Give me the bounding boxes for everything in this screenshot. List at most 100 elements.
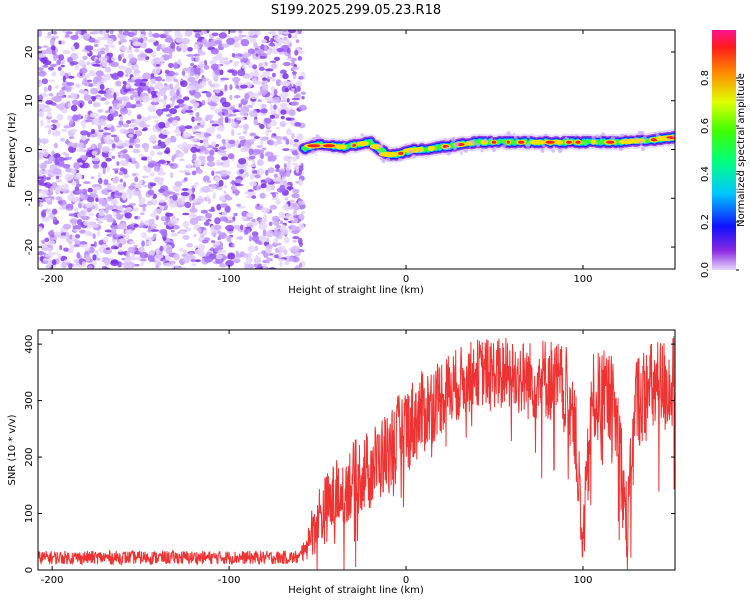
noise-speckle [230,106,236,111]
noise-speckle [152,97,159,103]
signal-speckle [513,132,516,135]
noise-speckle [51,63,58,67]
noise-speckle [177,144,185,149]
noise-speckle [272,196,277,201]
noise-speckle [182,132,191,139]
noise-speckle [134,263,140,267]
noise-speckle [296,133,304,141]
noise-speckle [110,61,120,68]
noise-speckle [118,222,127,230]
signal-speckle [633,137,638,141]
signal-speckle [354,136,357,138]
noise-speckle [261,250,266,255]
noise-speckle [50,185,54,193]
noise-speckle [210,63,219,71]
noise-speckle [105,157,112,162]
noise-speckle [269,60,277,63]
noise-speckle [98,197,106,205]
noise-speckle [231,243,235,248]
noise-speckle [44,237,50,243]
noise-speckle [161,130,170,135]
noise-speckle [187,47,193,52]
signal-hotspot-core [398,151,404,155]
noise-speckle [83,94,92,101]
noise-speckle [220,77,230,81]
noise-speckle [298,178,303,187]
noise-speckle [267,167,275,174]
noise-speckle [254,136,260,139]
noise-speckle [122,30,130,36]
noise-speckle [158,177,163,183]
noise-speckle [97,142,102,150]
noise-speckle [125,206,133,212]
noise-speckle [171,98,175,106]
noise-speckle [162,100,167,108]
noise-speckle [115,192,123,196]
noise-speckle [219,232,227,240]
noise-speckle [218,196,226,202]
noise-speckle [125,256,133,263]
noise-speckle [111,143,116,149]
noise-speckle [251,30,261,35]
signal-speckle [624,138,628,142]
noise-speckle [187,163,192,168]
noise-speckle [118,41,122,45]
noise-speckle [286,128,292,136]
noise-speckle [231,129,235,136]
noise-speckle [209,149,215,156]
noise-speckle [110,199,119,205]
noise-speckle [278,30,284,36]
noise-speckle [54,85,59,89]
noise-speckle [231,69,238,76]
noise-speckle [286,58,293,61]
noise-speckle [82,64,87,69]
noise-speckle [132,148,141,154]
noise-speckle [74,207,79,214]
noise-speckle [119,45,128,52]
noise-speckle [106,38,114,45]
noise-speckle [187,255,196,259]
noise-speckle [264,68,274,72]
noise-speckle [231,185,236,192]
noise-speckle [186,242,194,248]
noise-speckle [195,55,200,63]
noise-speckle [126,233,130,241]
noise-speckle [138,202,144,206]
noise-speckle [123,263,130,269]
noise-speckle [205,91,212,98]
noise-speckle [169,83,173,90]
noise-speckle [238,158,247,165]
noise-speckle [84,203,94,208]
noise-speckle [294,265,301,269]
noise-speckle [281,91,289,98]
noise-speckle [116,183,125,191]
noise-speckle [231,179,235,186]
signal-speckle [637,145,639,148]
signal-speckle [319,144,322,147]
noise-speckle [147,219,153,225]
signal-speckle [483,138,488,143]
noise-speckle [87,114,91,122]
snr-y-label: SNR (10 * v/v) [7,414,18,485]
noise-speckle [279,184,285,191]
noise-speckle [181,188,189,192]
noise-speckle [78,162,83,166]
noise-speckle [219,216,227,222]
noise-speckle [241,216,248,220]
noise-speckle [206,155,215,162]
noise-speckle [221,101,231,108]
signal-hotspot [590,139,597,145]
noise-speckle [288,199,295,203]
noise-speckle [102,236,109,244]
noise-speckle [260,207,270,214]
noise-speckle [118,243,123,248]
signal-speckle [654,131,656,134]
noise-speckle [236,116,245,121]
noise-speckle [257,218,262,223]
signal-speckle [640,130,645,135]
noise-speckle [135,161,140,169]
noise-speckle [235,139,240,147]
noise-speckle [258,62,266,68]
noise-speckle [79,241,88,245]
noise-speckle [259,136,268,141]
